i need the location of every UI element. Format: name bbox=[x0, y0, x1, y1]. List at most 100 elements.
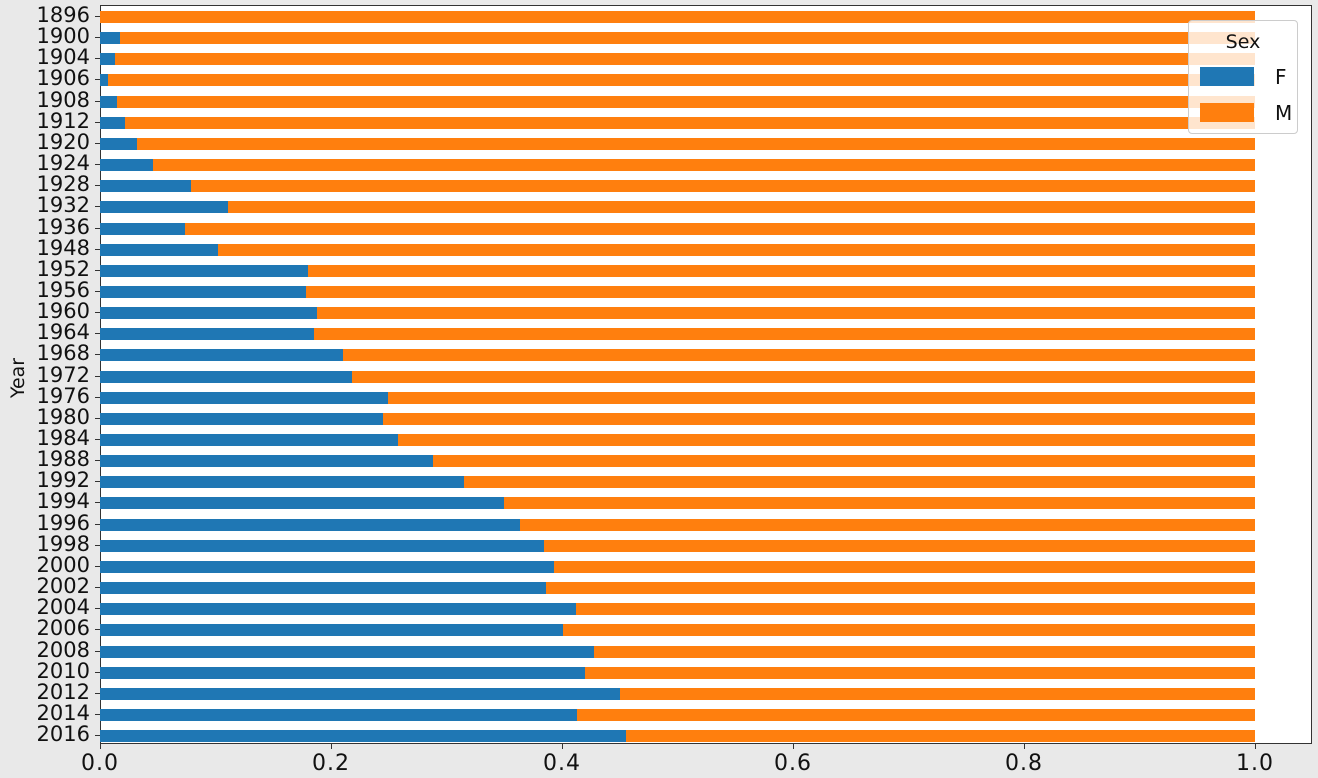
y-tick-label: 2008 bbox=[36, 637, 90, 662]
bar-m bbox=[575, 603, 1255, 616]
bar-f bbox=[100, 412, 383, 425]
x-tick bbox=[562, 744, 563, 749]
bar-m bbox=[504, 497, 1255, 510]
bar-f bbox=[100, 74, 109, 87]
bar-m bbox=[217, 243, 1255, 256]
bar-f bbox=[100, 137, 137, 150]
bar-f bbox=[100, 222, 186, 235]
bar-f bbox=[100, 476, 464, 489]
y-tick-label: 1988 bbox=[36, 447, 90, 472]
bar-f bbox=[100, 539, 544, 552]
y-tick bbox=[95, 502, 100, 504]
bar-f bbox=[100, 582, 546, 595]
bar-f bbox=[100, 307, 318, 320]
bar-m bbox=[585, 666, 1255, 679]
y-tick-label: 1912 bbox=[36, 108, 90, 133]
legend: Sex F M bbox=[1188, 20, 1298, 134]
bar-f bbox=[100, 730, 626, 743]
bar-m bbox=[307, 264, 1255, 277]
legend-title: Sex bbox=[1225, 31, 1261, 53]
y-tick bbox=[95, 269, 100, 271]
bar-m bbox=[115, 53, 1255, 66]
y-tick bbox=[95, 333, 100, 335]
y-tick bbox=[95, 481, 100, 483]
bar-m bbox=[119, 32, 1255, 45]
bar-f bbox=[100, 497, 505, 510]
bar-m bbox=[463, 476, 1255, 489]
bar-m bbox=[545, 582, 1255, 595]
y-tick bbox=[95, 164, 100, 166]
y-tick-label: 1906 bbox=[36, 66, 90, 91]
y-tick-label: 1928 bbox=[36, 172, 90, 197]
y-tick bbox=[95, 439, 100, 440]
y-tick bbox=[95, 290, 100, 292]
y-tick bbox=[95, 713, 100, 715]
y-tick bbox=[95, 248, 100, 250]
bar-m bbox=[117, 95, 1255, 108]
bar-m bbox=[136, 137, 1255, 150]
bar-f bbox=[100, 285, 306, 298]
y-tick-label: 2014 bbox=[36, 700, 90, 725]
x-tick-label: 1.0 bbox=[1236, 751, 1274, 776]
bar-m bbox=[563, 624, 1255, 637]
y-tick bbox=[95, 544, 100, 546]
y-tick-label: 1984 bbox=[36, 426, 90, 450]
y-tick-label: 1900 bbox=[36, 24, 90, 49]
bar-m bbox=[153, 159, 1255, 172]
y-tick bbox=[95, 142, 100, 144]
y-tick bbox=[95, 58, 100, 60]
y-tick bbox=[95, 79, 100, 81]
bar-m bbox=[305, 285, 1255, 298]
bar-f bbox=[100, 201, 229, 214]
bar-f bbox=[100, 687, 620, 700]
x-tick-label: 0.4 bbox=[543, 751, 581, 776]
bar-m bbox=[382, 412, 1255, 425]
y-tick-label: 1908 bbox=[36, 87, 90, 112]
bar-f bbox=[100, 455, 433, 468]
bar-f bbox=[100, 645, 595, 658]
bar-f bbox=[100, 95, 118, 108]
y-tick bbox=[95, 206, 100, 208]
y-tick bbox=[95, 375, 100, 377]
y-tick-label: 1972 bbox=[36, 362, 90, 387]
y-tick-label: 1960 bbox=[36, 299, 90, 324]
bar-f bbox=[100, 180, 192, 193]
y-tick bbox=[95, 185, 100, 187]
y-tick-label: 1896 bbox=[36, 3, 90, 27]
y-tick bbox=[95, 37, 100, 39]
y-tick-label: 1932 bbox=[36, 193, 90, 218]
bar-m bbox=[432, 455, 1255, 468]
y-tick-label: 1998 bbox=[36, 531, 90, 556]
bar-m bbox=[387, 391, 1255, 404]
y-tick bbox=[95, 16, 100, 17]
y-tick-label: 1956 bbox=[36, 277, 90, 302]
bar-m bbox=[228, 201, 1255, 214]
bar-m bbox=[594, 645, 1255, 658]
bar-f bbox=[100, 370, 352, 383]
x-tick bbox=[1255, 744, 1256, 749]
plot-area bbox=[100, 5, 1312, 744]
bar-f bbox=[100, 32, 120, 45]
bar-f bbox=[100, 434, 398, 446]
bar-f bbox=[100, 328, 314, 341]
y-tick-label: 1996 bbox=[36, 510, 90, 535]
bar-m bbox=[619, 687, 1255, 700]
y-tick-label: 1976 bbox=[36, 383, 90, 408]
y-tick bbox=[95, 692, 100, 694]
y-tick-label: 2004 bbox=[36, 595, 90, 620]
y-tick bbox=[95, 671, 100, 673]
x-tick-label: 0.2 bbox=[312, 751, 350, 776]
x-tick bbox=[331, 744, 332, 749]
y-tick bbox=[95, 354, 100, 356]
y-tick bbox=[95, 735, 100, 737]
bar-f bbox=[100, 560, 554, 573]
y-tick bbox=[95, 227, 100, 229]
bar-m bbox=[520, 518, 1255, 531]
x-tick-label: 0.0 bbox=[81, 751, 119, 776]
y-tick-label: 1964 bbox=[36, 320, 90, 345]
bar-f bbox=[100, 116, 126, 129]
x-tick bbox=[100, 744, 101, 749]
y-tick-label: 1994 bbox=[36, 489, 90, 514]
y-tick-label: 2000 bbox=[36, 552, 90, 577]
bar-m bbox=[313, 328, 1255, 341]
